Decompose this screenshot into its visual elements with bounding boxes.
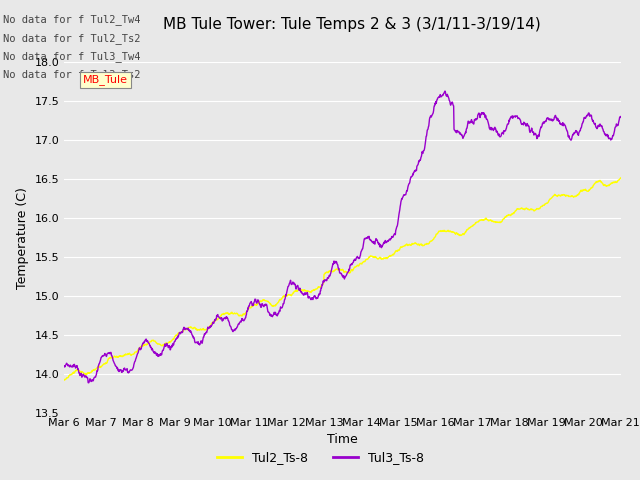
Text: No data for f Tul2_Tw4: No data for f Tul2_Tw4 (3, 14, 141, 25)
Text: No data for f Tul3_Tw4: No data for f Tul3_Tw4 (3, 51, 141, 62)
Text: MB Tule Tower: Tule Temps 2 & 3 (3/1/11-3/19/14): MB Tule Tower: Tule Temps 2 & 3 (3/1/11-… (163, 17, 541, 32)
Legend: Tul2_Ts-8, Tul3_Ts-8: Tul2_Ts-8, Tul3_Ts-8 (211, 446, 429, 469)
X-axis label: Time: Time (327, 433, 358, 446)
Text: No data for f Tul3_Ts2: No data for f Tul3_Ts2 (3, 69, 141, 80)
Text: MB_Tule: MB_Tule (83, 74, 128, 85)
Y-axis label: Temperature (C): Temperature (C) (16, 187, 29, 288)
Text: No data for f Tul2_Ts2: No data for f Tul2_Ts2 (3, 33, 141, 44)
